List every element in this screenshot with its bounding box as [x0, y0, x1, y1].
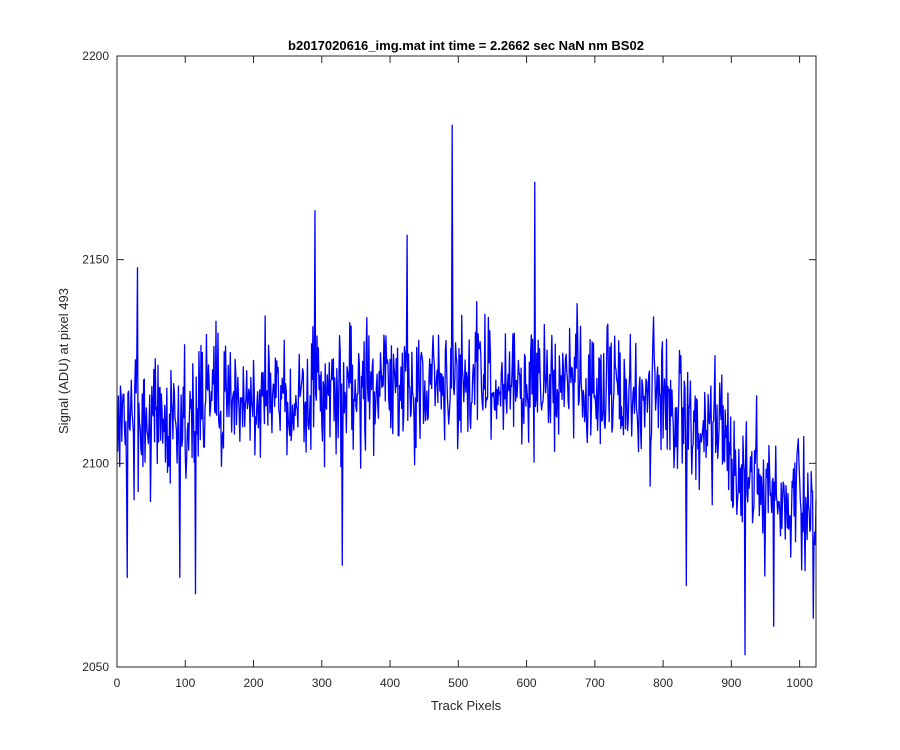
x-tick-label: 200 [244, 676, 264, 690]
x-tick-label: 800 [653, 676, 673, 690]
y-tick-label: 2200 [82, 49, 109, 63]
x-tick-label: 900 [721, 676, 741, 690]
x-tick-label: 500 [448, 676, 468, 690]
y-axis-label: Signal (ADU) at pixel 493 [56, 288, 71, 434]
x-tick-label: 0 [114, 676, 121, 690]
y-tick-label: 2100 [82, 456, 109, 470]
x-tick-label: 1000 [786, 676, 813, 690]
chart-title: b2017020616_img.mat int time = 2.2662 se… [288, 38, 644, 53]
y-tick-label: 2050 [82, 660, 109, 674]
x-tick-label: 300 [312, 676, 332, 690]
x-tick-label: 700 [585, 676, 605, 690]
x-tick-label: 400 [380, 676, 400, 690]
signal-series-line [117, 124, 817, 656]
x-tick-label: 100 [175, 676, 195, 690]
y-tick-label: 2150 [82, 253, 109, 267]
series-layer [117, 124, 817, 656]
axes-box [116, 55, 817, 668]
x-tick-label: 600 [517, 676, 537, 690]
plot-area [117, 56, 816, 667]
x-axis-label: Track Pixels [431, 698, 502, 713]
tick-layer: 0 100 200 300 400 500 600 700 800 900 1000 2050 2100… [82, 49, 816, 690]
